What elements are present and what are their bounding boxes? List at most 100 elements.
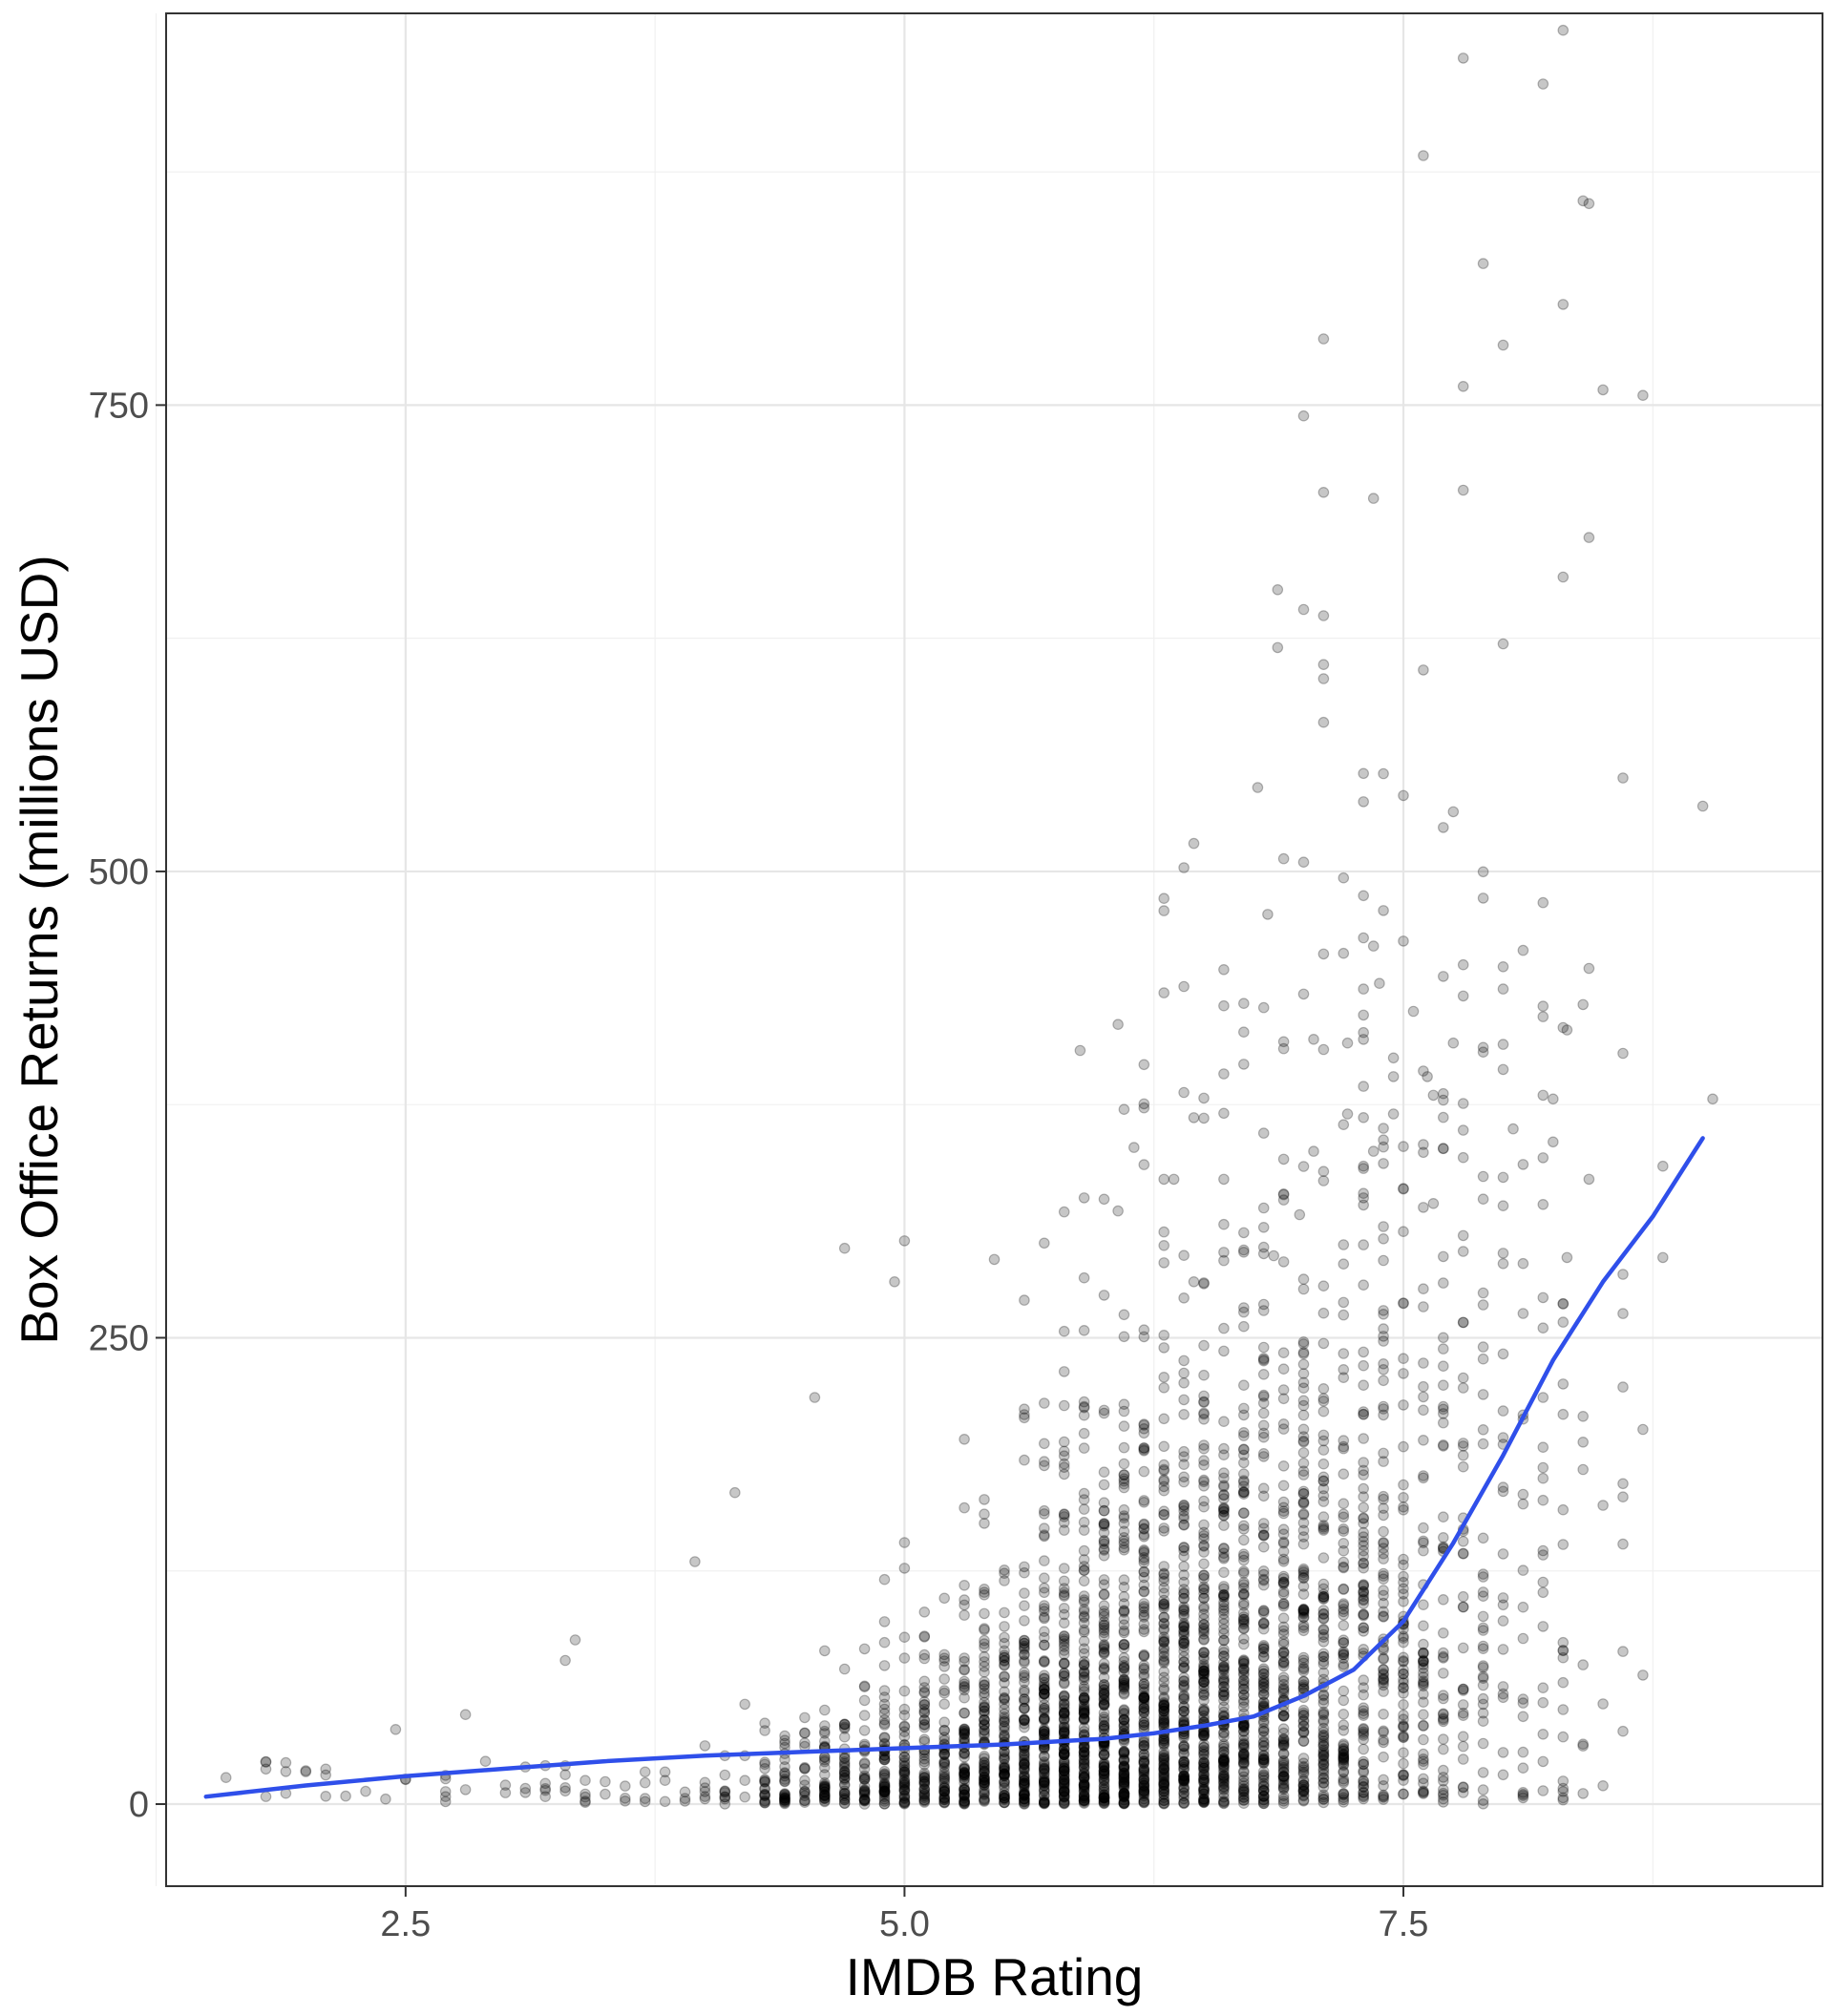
data-point (1457, 1229, 1469, 1242)
data-point (1039, 1765, 1050, 1777)
data-point (878, 1796, 891, 1807)
data-point (1338, 1442, 1350, 1455)
data-point (1358, 1558, 1369, 1569)
data-point (1158, 1568, 1169, 1581)
data-point (1098, 1721, 1110, 1732)
data-point (1118, 1639, 1130, 1650)
data-point (1358, 1531, 1369, 1543)
data-point (1098, 1643, 1110, 1655)
data-point (1019, 1600, 1030, 1611)
data-point (779, 1775, 790, 1788)
data-point (1138, 1102, 1150, 1114)
data-point (1257, 1717, 1270, 1729)
data-point (1178, 1774, 1190, 1786)
data-point (1112, 1205, 1124, 1217)
data-point (1238, 1752, 1250, 1763)
data-point (1178, 1626, 1190, 1637)
data-point (1358, 1626, 1369, 1637)
data-point (1019, 1762, 1030, 1774)
data-point (1617, 1725, 1629, 1737)
data-point (1198, 1703, 1210, 1714)
data-point (360, 1785, 371, 1797)
data-point (1317, 1166, 1330, 1177)
data-point (979, 1508, 990, 1520)
data-point (1257, 1369, 1270, 1380)
data-point (1098, 1619, 1110, 1630)
data-point (918, 1675, 931, 1688)
data-point (1238, 1611, 1250, 1623)
data-point (1418, 1391, 1429, 1403)
data-point (1058, 1707, 1070, 1719)
data-point (1457, 1740, 1469, 1753)
data-point (1597, 384, 1609, 396)
data-point (1158, 1173, 1169, 1186)
data-point (1438, 1692, 1449, 1705)
data-point (1158, 1459, 1169, 1471)
data-point (1457, 1460, 1469, 1473)
data-point (838, 1752, 851, 1764)
data-point (1218, 1543, 1230, 1555)
data-point (979, 1518, 990, 1529)
data-point (1297, 1762, 1310, 1774)
data-point (1158, 1763, 1169, 1774)
data-point (838, 1769, 851, 1780)
data-point (1058, 1724, 1070, 1735)
data-point (1238, 1443, 1250, 1455)
data-point (1418, 1773, 1429, 1785)
data-point (1257, 1541, 1270, 1553)
data-point (1098, 1504, 1110, 1517)
data-point (1118, 1420, 1130, 1432)
data-point (1398, 1576, 1409, 1588)
data-point (1537, 78, 1549, 90)
data-point (220, 1772, 232, 1783)
data-point (1497, 1644, 1509, 1655)
data-point (1138, 1098, 1150, 1110)
data-point (1418, 1435, 1429, 1446)
data-point (1477, 1193, 1489, 1205)
data-point (1218, 1543, 1230, 1554)
data-point (838, 1718, 851, 1730)
data-point (1297, 1781, 1310, 1793)
data-point (1218, 1727, 1230, 1738)
data-point (1637, 389, 1649, 401)
data-point (1098, 1641, 1110, 1653)
data-point (1398, 1588, 1409, 1600)
data-point (858, 1793, 871, 1805)
data-point (1198, 1666, 1210, 1677)
data-point (1198, 1756, 1210, 1769)
data-point (938, 1789, 950, 1800)
data-point (1098, 1538, 1110, 1550)
data-point (699, 1740, 711, 1752)
data-point (1238, 1783, 1250, 1795)
data-point (1138, 1601, 1150, 1612)
data-point (1297, 1358, 1310, 1371)
data-point (1238, 1694, 1250, 1706)
data-point (1338, 1606, 1350, 1618)
data-point (838, 1772, 851, 1784)
data-point (1317, 1612, 1330, 1624)
data-point (1118, 1475, 1130, 1487)
data-point (1078, 1791, 1090, 1802)
data-point (1387, 1071, 1400, 1082)
data-point (1158, 1732, 1169, 1745)
data-point (959, 1691, 970, 1704)
data-point (1317, 1751, 1330, 1762)
data-point (878, 1797, 891, 1810)
data-point (1039, 1728, 1050, 1739)
data-point (999, 1631, 1010, 1644)
data-point (858, 1772, 871, 1783)
data-point (1158, 1342, 1169, 1354)
data-point (1198, 1603, 1210, 1615)
data-point (878, 1778, 891, 1790)
data-point (959, 1783, 970, 1796)
x-tick-label: 7.5 (1379, 1904, 1429, 1944)
data-point (1358, 1557, 1369, 1569)
data-point (979, 1789, 990, 1800)
data-point (1537, 1000, 1549, 1012)
data-point (1138, 1598, 1150, 1609)
data-point (779, 1792, 790, 1804)
data-point (1358, 1594, 1369, 1606)
data-point (1078, 1564, 1090, 1576)
data-point (1378, 1610, 1389, 1622)
data-point (1297, 1409, 1310, 1421)
